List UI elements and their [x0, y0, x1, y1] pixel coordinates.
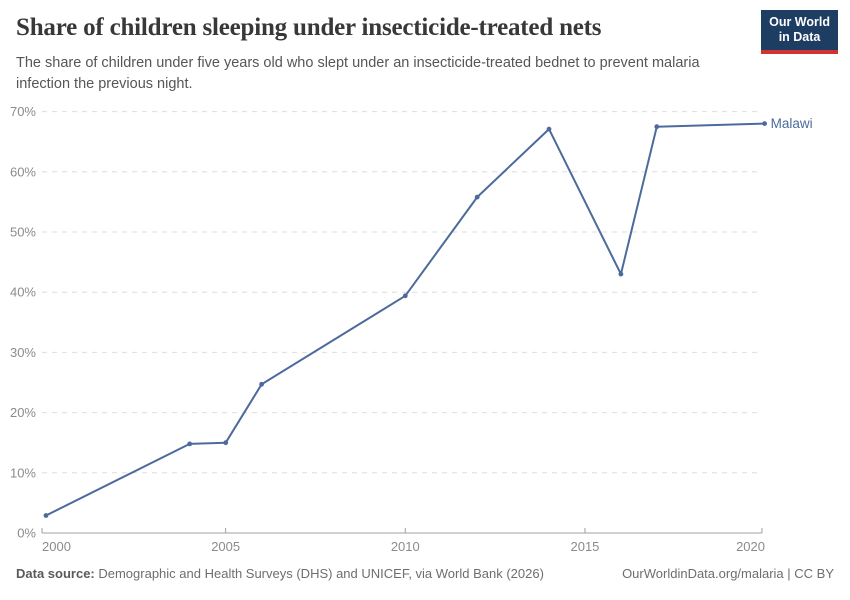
- x-tick-label: 2005: [211, 539, 240, 554]
- data-source-note: Data source: Demographic and Health Surv…: [16, 566, 544, 581]
- data-point[interactable]: [654, 124, 660, 130]
- data-point[interactable]: [43, 513, 49, 518]
- data-point[interactable]: [223, 440, 229, 446]
- series-end-label[interactable]: Malawi: [771, 116, 813, 131]
- y-tick-label: 50%: [10, 225, 36, 240]
- page-title: Share of children sleeping under insecti…: [16, 14, 602, 41]
- y-tick-label: 70%: [10, 104, 36, 119]
- y-tick-label: 0%: [17, 526, 36, 541]
- data-point[interactable]: [546, 126, 552, 132]
- y-tick-label: 20%: [10, 405, 36, 420]
- chart-subtitle: The share of children under five years o…: [16, 55, 700, 92]
- x-tick-label: 2015: [570, 539, 599, 554]
- data-point[interactable]: [402, 293, 408, 299]
- data-point[interactable]: [474, 194, 480, 200]
- chart-footer: Data source: Demographic and Health Surv…: [16, 566, 834, 581]
- y-tick-label: 30%: [10, 345, 36, 360]
- owid-logo[interactable]: Our World in Data: [761, 10, 838, 54]
- owid-logo-line2: in Data: [778, 30, 821, 45]
- x-tick-label: 2000: [42, 539, 71, 554]
- data-source-label: Data source:: [16, 566, 95, 581]
- data-source-text: Demographic and Health Surveys (DHS) and…: [94, 566, 544, 581]
- data-point[interactable]: [762, 121, 767, 126]
- y-tick-label: 60%: [10, 164, 36, 179]
- y-tick-label: 40%: [10, 285, 36, 300]
- series-line[interactable]: [45, 122, 766, 517]
- line-chart[interactable]: 0% 10% 20% 30% 40% 50% 60% 70% 2000 2005 2010 2015 2…: [0, 95, 850, 560]
- x-tick-label: 2020: [736, 539, 765, 554]
- owid-logo-line1: Our World: [769, 15, 830, 29]
- data-point[interactable]: [259, 381, 264, 387]
- x-tick-label: 2010: [391, 539, 420, 554]
- y-tick-label: 10%: [10, 465, 36, 480]
- credit-link[interactable]: OurWorldinData.org/malaria | CC BY: [622, 566, 834, 581]
- data-point[interactable]: [618, 271, 624, 277]
- data-point[interactable]: [187, 441, 193, 447]
